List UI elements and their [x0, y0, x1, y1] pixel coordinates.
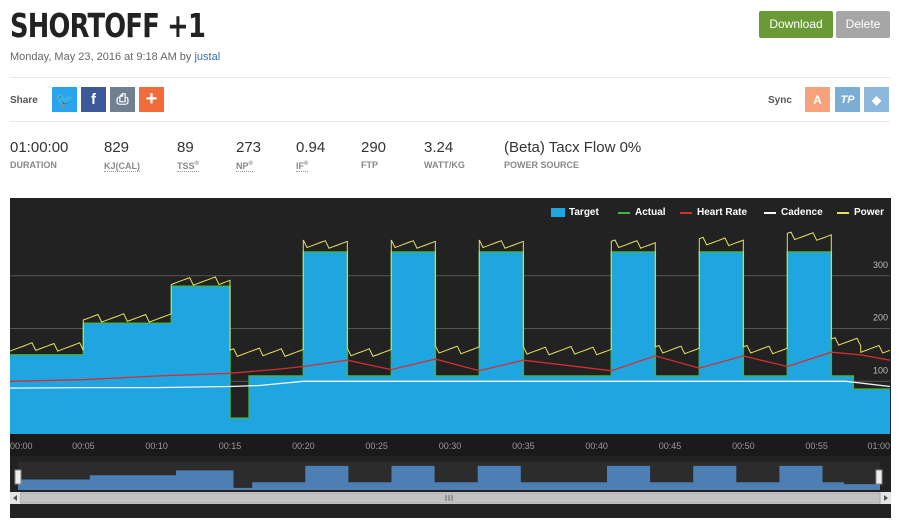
cadence-line — [9, 380, 891, 389]
stat-value: 829 — [104, 139, 130, 156]
heart-rate-line — [9, 351, 891, 382]
strava-icon[interactable]: A — [805, 87, 830, 112]
x-tick-label: 00:50 — [732, 441, 755, 451]
author-link[interactable]: justal — [194, 51, 221, 63]
stat-value: (Beta) Tacx Flow 0% — [504, 139, 642, 156]
stat-label: POWER SOURCE — [504, 160, 580, 170]
twitter-icon[interactable]: 🐦 — [52, 87, 77, 112]
workout-chart[interactable]: 100 200 300 00:00 00:05 00:10 00:15 00:20 00:25 0… — [9, 198, 891, 518]
x-tick-label: 01:00 — [867, 441, 890, 451]
x-tick-label: 00:10 — [145, 441, 168, 451]
legend-target[interactable]: Target — [551, 207, 599, 218]
chart-svg[interactable]: 100 200 300 00:00 00:05 00:10 00:15 00:20 00:25 0… — [9, 198, 891, 518]
facebook-icon[interactable]: f — [81, 87, 106, 112]
legend-actual[interactable]: Actual — [618, 207, 666, 218]
stat-value: 273 — [236, 139, 262, 156]
x-tick-label: 00:00 — [10, 441, 33, 451]
x-tick-label: 00:35 — [512, 441, 535, 451]
target-area — [10, 252, 890, 434]
download-button[interactable]: Download — [759, 11, 833, 38]
delete-button[interactable]: Delete — [836, 11, 890, 38]
y-tick-label: 200 — [873, 313, 888, 323]
navigator-right-handle — [875, 469, 883, 485]
stat-duration: 01:00:00 DURATION — [10, 139, 68, 170]
dropbox-icon[interactable]: ◆ — [864, 87, 889, 112]
divider — [10, 77, 890, 78]
x-tick-label: 00:40 — [585, 441, 608, 451]
stat-kj: 829 KJ(CAL) — [104, 139, 140, 174]
x-tick-label: 00:45 — [659, 441, 682, 451]
x-tick-label: 00:55 — [805, 441, 828, 451]
x-tick-label: 00:30 — [439, 441, 462, 451]
scrollbar-thumb — [19, 492, 881, 504]
x-axis-bar — [10, 434, 891, 456]
y-tick-label: 300 — [873, 260, 888, 270]
power-line — [9, 231, 891, 358]
page-title: SHORTOFF +1 — [10, 6, 206, 45]
scroll-right-icon — [884, 495, 888, 501]
stat-tss: 89 TSS® — [177, 139, 199, 174]
x-tick-label: 00:20 — [292, 441, 315, 451]
scroll-left-icon — [13, 495, 17, 501]
stat-value: 0.94 — [296, 139, 326, 156]
stat-label: DURATION — [10, 160, 57, 170]
x-tick-label: 00:05 — [72, 441, 95, 451]
activity-subtitle: Monday, May 23, 2016 at 9:18 AM by justa… — [10, 51, 220, 63]
stat-if: 0.94 IF® — [296, 139, 325, 174]
legend-heart-rate[interactable]: Heart Rate — [680, 207, 747, 218]
stat-np: 273 NP® — [236, 139, 261, 174]
stat-label: WATT/KG — [424, 160, 465, 170]
stat-label[interactable]: NP® — [236, 161, 253, 172]
stat-value: 89 — [177, 139, 194, 156]
print-icon[interactable]: ⎙ — [110, 87, 135, 112]
stat-label[interactable]: TSS® — [177, 161, 199, 172]
trainingpeaks-icon[interactable]: TP — [835, 87, 860, 112]
x-tick-label: 00:15 — [219, 441, 242, 451]
stat-label: FTP — [361, 160, 378, 170]
divider — [10, 121, 890, 122]
navigator-left-handle — [14, 469, 22, 485]
stat-ftp: 290 FTP — [361, 139, 386, 170]
activity-date: Monday, May 23, 2016 at 9:18 AM by — [10, 51, 195, 63]
actual-line — [10, 251, 890, 419]
stat-value: 01:00:00 — [10, 139, 69, 156]
legend-cadence[interactable]: Cadence — [764, 207, 823, 218]
stat-value: 290 — [361, 139, 387, 156]
stat-wattkg: 3.24 WATT/KG — [424, 139, 465, 170]
stat-value: 3.24 — [424, 139, 454, 156]
navigator-area — [18, 465, 880, 490]
y-tick-label: 100 — [873, 365, 888, 375]
stat-label[interactable]: KJ(CAL) — [104, 161, 140, 172]
stat-label[interactable]: IF® — [296, 161, 309, 172]
stat-power-source: (Beta) Tacx Flow 0% POWER SOURCE — [504, 139, 641, 170]
add-icon[interactable]: + — [139, 87, 164, 112]
sync-label: Sync — [768, 95, 792, 106]
x-tick-label: 00:25 — [365, 441, 388, 451]
legend-power[interactable]: Power — [837, 207, 884, 218]
share-label: Share — [10, 95, 38, 106]
